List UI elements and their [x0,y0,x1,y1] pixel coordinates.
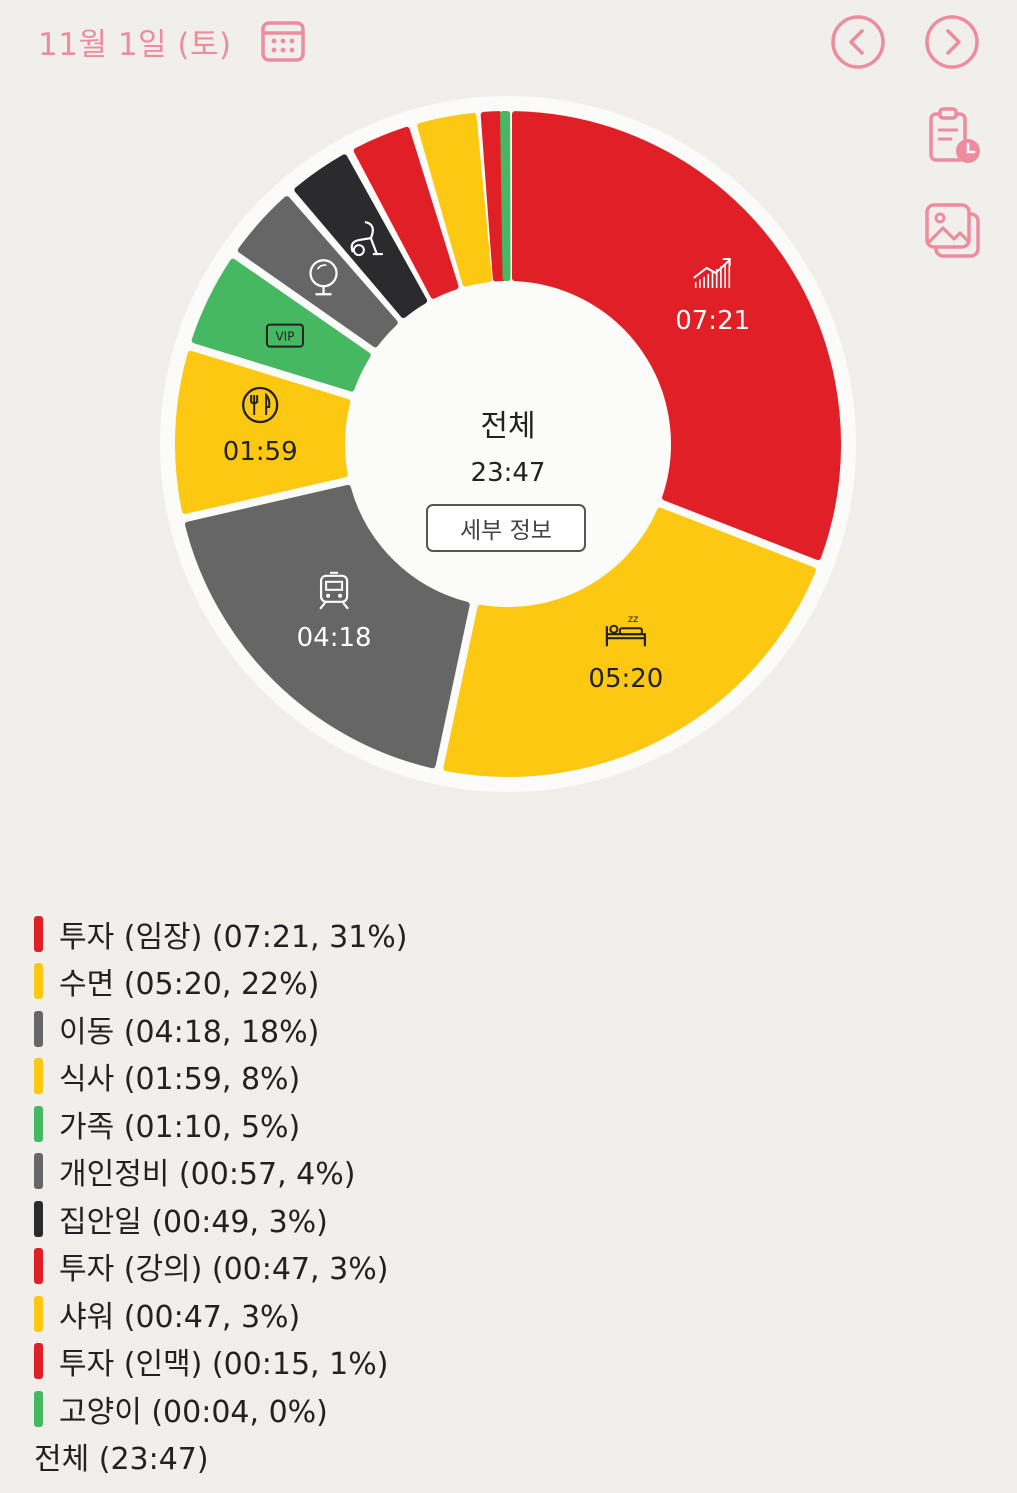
legend-item[interactable]: 집안일 (00:49, 3%) [34,1195,408,1243]
legend-swatch [34,1248,43,1285]
date-header: 11월 1일 (토) [38,18,306,64]
donut-segment-10[interactable] [500,111,511,282]
donut-segment-0[interactable] [511,111,841,561]
legend-label: 투자 (임장) (07:21, 31%) [59,919,408,955]
bed-icon: zz [605,614,646,647]
donut-segment-1[interactable] [443,507,816,777]
legend-label: 투자 (인맥) (00:15, 1%) [59,1347,389,1383]
prev-day-button[interactable] [830,14,886,70]
legend-item[interactable]: 수면 (05:20, 22%) [34,958,408,1006]
legend-item[interactable]: 이동 (04:18, 18%) [34,1005,408,1053]
legend-label: 수면 (05:20, 22%) [59,967,320,1003]
legend-swatch [34,1343,43,1380]
legend-item[interactable]: 투자 (강의) (00:47, 3%) [34,1243,408,1291]
donut-segment-3[interactable] [175,350,351,514]
legend-label: 개인정비 (00:57, 4%) [59,1157,356,1193]
legend-swatch [34,1390,43,1427]
next-day-button[interactable] [924,14,980,70]
clipboard-history-button[interactable] [924,104,984,164]
legend-label: 가족 (01:10, 5%) [59,1109,301,1145]
legend: 투자 (임장) (07:21, 31%) 수면 (05:20, 22%) 이동 (0… [34,910,408,1480]
legend-swatch [34,1153,43,1190]
legend-swatch [34,963,43,1000]
segment-value-label: 05:20 [588,664,663,694]
clipboard-clock-icon [929,107,980,163]
donut-svg: 07:21 zz 05:20 04:18 01:59 VIP [160,96,856,792]
chevron-left-icon [831,15,885,69]
date-label[interactable]: 11월 1일 (토) [38,26,232,63]
donut-segment-5[interactable] [237,196,398,348]
segment-value-label: 04:18 [297,623,372,653]
segment-value-label: 01:59 [223,437,298,467]
calendar-icon [260,21,305,62]
vacuum-icon [350,220,383,257]
center-total: 23:47 [470,458,546,488]
legend-label: 샤워 (00:47, 3%) [59,1299,301,1335]
vip-icon: VIP [265,323,304,348]
legend-swatch [34,1295,43,1332]
legend-swatch [34,1010,43,1047]
donut-chart: 07:21 zz 05:20 04:18 01:59 VIP 전체 23:47 세부 정보 [160,96,856,792]
legend-label: 고양이 (00:04, 0%) [59,1394,328,1430]
legend-item[interactable]: 고양이 (00:04, 0%) [34,1385,408,1433]
legend-swatch [34,915,43,952]
svg-text:VIP: VIP [275,330,294,344]
legend-item[interactable]: 투자 (임장) (07:21, 31%) [34,910,408,958]
legend-swatch [34,1200,43,1237]
donut-segment-8[interactable] [417,112,493,287]
legend-item[interactable]: 샤워 (00:47, 3%) [34,1290,408,1338]
chevron-right-icon [925,15,979,69]
legend-label: 이동 (04:18, 18%) [59,1014,320,1050]
legend-item[interactable]: 투자 (인맥) (00:15, 1%) [34,1338,408,1386]
legend-item[interactable]: 개인정비 (00:57, 4%) [34,1148,408,1196]
legend-item[interactable]: 가족 (01:10, 5%) [34,1100,408,1148]
svg-text:zz: zz [628,614,639,625]
legend-swatch [34,1105,43,1142]
growth-chart-icon [693,257,731,288]
donut-segment-2[interactable] [185,484,470,769]
legend-label: 집안일 (00:49, 3%) [59,1204,328,1240]
legend-swatch [34,1058,43,1095]
legend-item[interactable]: 식사 (01:59, 8%) [34,1053,408,1101]
legend-label: 식사 (01:59, 8%) [59,1062,301,1098]
utensils-icon [242,386,279,424]
legend-total: 전체 (23:47) [34,1442,209,1478]
image-gallery-icon [925,203,980,258]
donut-segment-6[interactable] [294,154,428,319]
detail-button[interactable]: 세부 정보 [426,504,586,552]
calendar-button[interactable] [260,18,306,64]
legend-label: 투자 (강의) (00:47, 3%) [59,1252,389,1288]
donut-segment-7[interactable] [353,126,459,299]
train-icon [319,571,349,610]
segment-value-label: 07:21 [675,306,750,336]
mirror-icon [309,259,338,296]
image-export-button[interactable] [924,202,984,262]
center-title: 전체 [480,409,536,444]
